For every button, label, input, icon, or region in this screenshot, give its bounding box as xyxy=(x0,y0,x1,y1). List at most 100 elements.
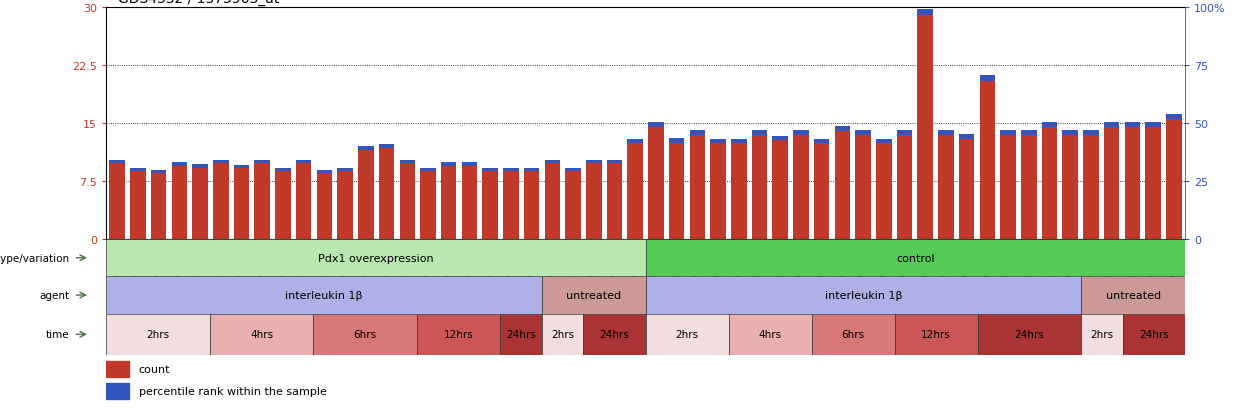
Bar xyxy=(834,127,850,132)
Bar xyxy=(565,172,580,240)
Text: Pdx1 overexpression: Pdx1 overexpression xyxy=(317,253,433,263)
Bar xyxy=(876,139,891,143)
Bar xyxy=(151,170,167,173)
Bar xyxy=(106,240,646,277)
Bar xyxy=(503,172,519,240)
Text: GDS4332 / 1373963_at: GDS4332 / 1373963_at xyxy=(118,0,280,6)
Bar xyxy=(337,172,352,240)
Bar xyxy=(462,162,477,166)
Bar xyxy=(1082,314,1123,355)
Text: 12hrs: 12hrs xyxy=(443,330,473,339)
Bar xyxy=(500,314,542,355)
Bar xyxy=(441,166,457,240)
Bar xyxy=(359,151,373,240)
Bar xyxy=(275,172,291,240)
Bar xyxy=(234,169,249,240)
Bar xyxy=(106,314,209,355)
Bar xyxy=(1083,131,1099,135)
Bar xyxy=(1123,314,1185,355)
Bar xyxy=(462,166,477,240)
Bar xyxy=(606,164,622,240)
Text: agent: agent xyxy=(40,290,70,300)
Bar xyxy=(586,164,601,240)
Bar xyxy=(316,170,332,173)
Bar xyxy=(192,165,208,169)
Bar xyxy=(110,164,124,240)
Text: percentile rank within the sample: percentile rank within the sample xyxy=(139,386,326,396)
Bar xyxy=(814,143,829,240)
Bar xyxy=(669,143,685,240)
Bar xyxy=(254,160,270,164)
Bar xyxy=(752,135,767,240)
Bar xyxy=(793,131,809,135)
Bar xyxy=(586,160,601,164)
Text: 2hrs: 2hrs xyxy=(676,330,698,339)
Bar xyxy=(1082,277,1185,314)
Text: 2hrs: 2hrs xyxy=(552,330,574,339)
Bar xyxy=(977,314,1082,355)
Bar xyxy=(690,135,705,240)
Bar xyxy=(939,131,954,135)
Bar xyxy=(378,149,395,240)
Bar xyxy=(980,81,995,240)
Bar xyxy=(400,160,415,164)
Text: time: time xyxy=(46,330,70,339)
Bar xyxy=(731,143,747,240)
Bar xyxy=(151,173,167,240)
Bar xyxy=(441,162,457,166)
Bar xyxy=(296,164,311,240)
Bar xyxy=(482,169,498,172)
Bar xyxy=(503,169,519,172)
Bar xyxy=(1021,135,1037,240)
Text: 12hrs: 12hrs xyxy=(921,330,951,339)
Text: genotype/variation: genotype/variation xyxy=(0,253,70,263)
Bar xyxy=(254,164,270,240)
Bar xyxy=(1083,135,1099,240)
Bar xyxy=(234,166,249,169)
Text: 24hrs: 24hrs xyxy=(507,330,535,339)
Bar xyxy=(296,160,311,164)
Bar xyxy=(1167,115,1182,120)
Bar xyxy=(834,132,850,240)
Bar xyxy=(213,164,229,240)
Bar xyxy=(731,139,747,143)
Text: 6hrs: 6hrs xyxy=(842,330,865,339)
Bar xyxy=(649,123,664,128)
Bar xyxy=(793,135,809,240)
Text: untreated: untreated xyxy=(566,290,621,300)
Bar xyxy=(544,164,560,240)
Bar xyxy=(337,169,352,172)
Bar xyxy=(1062,131,1078,135)
Bar xyxy=(855,131,870,135)
Bar xyxy=(542,314,583,355)
Bar xyxy=(1000,131,1016,135)
Bar xyxy=(544,160,560,164)
Bar xyxy=(314,314,417,355)
Text: count: count xyxy=(139,365,171,375)
Text: 24hrs: 24hrs xyxy=(1139,330,1169,339)
Bar xyxy=(542,277,646,314)
Bar xyxy=(1145,122,1160,128)
Text: 24hrs: 24hrs xyxy=(600,330,629,339)
Bar xyxy=(172,166,187,240)
Bar xyxy=(1124,122,1140,128)
Bar xyxy=(918,10,933,16)
Bar xyxy=(106,362,129,377)
Bar xyxy=(213,160,229,164)
Bar xyxy=(939,135,954,240)
Bar xyxy=(690,131,705,135)
Text: 24hrs: 24hrs xyxy=(1015,330,1045,339)
Bar xyxy=(646,277,1082,314)
Bar xyxy=(378,145,395,149)
Bar xyxy=(106,277,542,314)
Text: 4hrs: 4hrs xyxy=(250,330,273,339)
Bar xyxy=(275,169,291,172)
Bar xyxy=(1042,123,1057,128)
Bar xyxy=(918,16,933,240)
Bar xyxy=(131,169,146,172)
Bar xyxy=(772,141,788,240)
Bar xyxy=(959,135,975,139)
Bar xyxy=(1104,122,1119,128)
Bar xyxy=(1145,128,1160,240)
Bar xyxy=(172,162,187,166)
